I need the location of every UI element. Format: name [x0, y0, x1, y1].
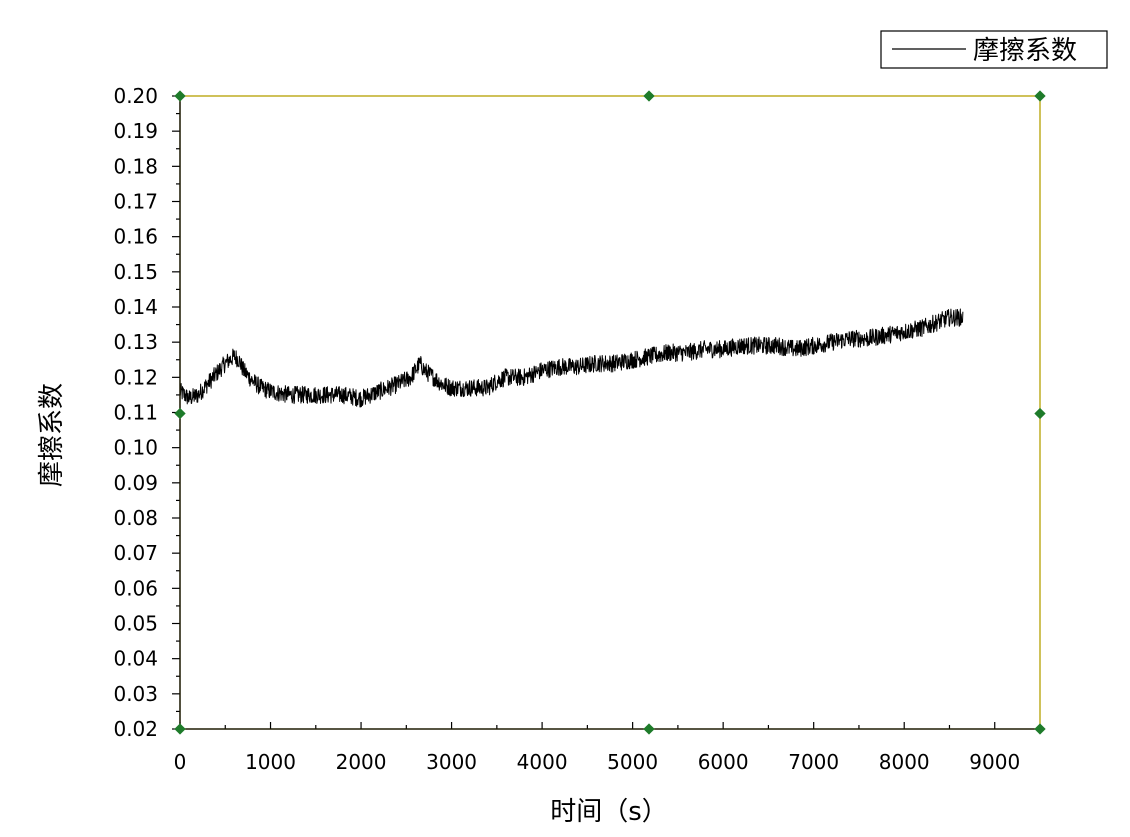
y-tick-label: 0.18	[113, 154, 158, 178]
x-axis-title: 时间（s）	[550, 797, 668, 827]
axes: 0 1000 2000 3000 4000 5000 6000 7000 8000 9000 0.0…	[113, 84, 1020, 774]
y-tick-label: 0.16	[113, 225, 158, 249]
y-tick-label: 0.09	[113, 471, 158, 495]
x-tick-label: 8000	[879, 750, 930, 774]
y-tick-label: 0.12	[113, 365, 158, 389]
x-tick-label: 7000	[788, 750, 839, 774]
legend-label: 摩擦系数	[973, 36, 1077, 66]
selection-handle-marker[interactable]	[1034, 723, 1046, 735]
y-tick-label: 0.17	[113, 190, 158, 214]
y-tick-label: 0.15	[113, 260, 158, 284]
selection-handle-marker[interactable]	[643, 723, 655, 735]
series-line	[179, 308, 964, 408]
y-tick-label: 0.06	[113, 576, 158, 600]
plot-area-border	[179, 95, 1041, 730]
y-tick-label: 0.19	[113, 119, 158, 143]
selection-handle-marker[interactable]	[1034, 90, 1046, 102]
y-tick-label: 0.05	[113, 612, 158, 636]
y-axis-title: 摩擦系数	[37, 383, 67, 487]
x-tick-label: 5000	[607, 750, 658, 774]
y-tick-label: 0.07	[113, 541, 158, 565]
x-tick-label: 1000	[245, 750, 296, 774]
selection-handle-marker[interactable]	[1034, 407, 1046, 420]
y-tick-label: 0.03	[113, 682, 158, 706]
selection-handle-marker[interactable]	[643, 90, 655, 102]
y-tick-label: 0.08	[113, 506, 158, 530]
y-tick-label: 0.13	[113, 330, 158, 354]
y-tick-label: 0.10	[113, 436, 158, 460]
x-tick-label: 3000	[426, 750, 477, 774]
x-tick-label: 4000	[517, 750, 568, 774]
selection-handle-marker[interactable]	[174, 723, 186, 735]
legend: 摩擦系数	[880, 30, 1108, 69]
x-tick-label: 2000	[336, 750, 387, 774]
y-tick-label: 0.04	[113, 647, 158, 671]
x-tick-label: 9000	[969, 750, 1020, 774]
y-tick-label: 0.20	[113, 84, 158, 108]
y-tick-label: 0.14	[113, 295, 158, 319]
selection-handle-marker[interactable]	[174, 407, 186, 420]
y-tick-label: 0.11	[113, 401, 158, 425]
y-tick-label: 0.02	[113, 717, 158, 741]
selection-handle-marker[interactable]	[174, 90, 186, 102]
series-group	[179, 308, 964, 408]
x-tick-label: 0	[174, 750, 187, 774]
x-tick-label: 6000	[698, 750, 749, 774]
plot-frame	[174, 90, 1046, 735]
